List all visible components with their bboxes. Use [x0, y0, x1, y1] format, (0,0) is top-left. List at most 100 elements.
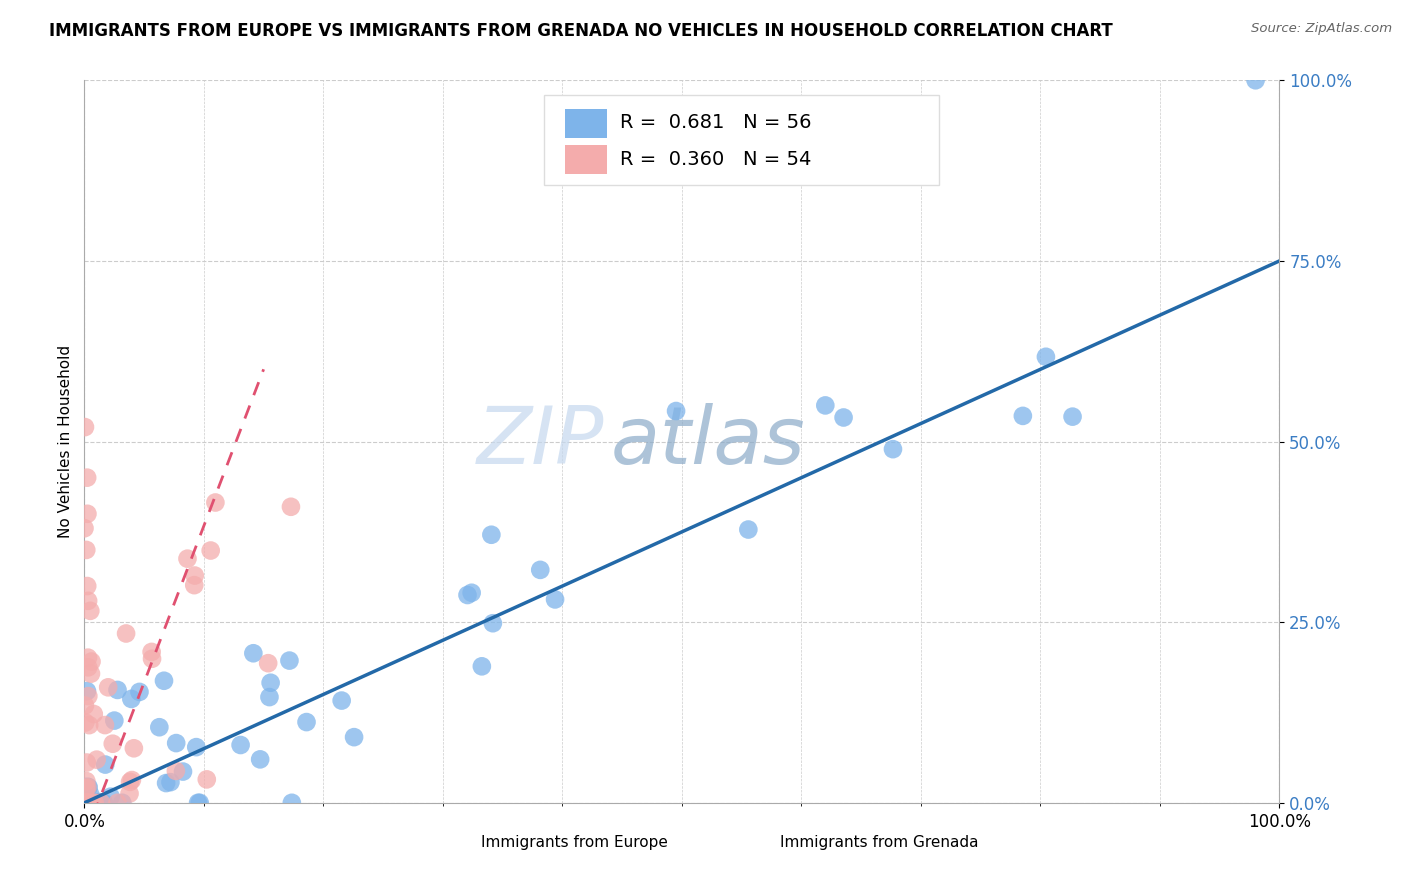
- Point: [115, 626, 138, 640]
- Point: [82, 796, 104, 810]
- Point: [832, 410, 855, 425]
- Point: [280, 500, 302, 514]
- Point: [200, 543, 222, 558]
- Point: [83, 706, 105, 721]
- Point: [229, 738, 252, 752]
- Point: [77, 780, 100, 794]
- Point: [76, 579, 98, 593]
- Bar: [565, 145, 606, 174]
- Point: [295, 715, 318, 730]
- Text: IMMIGRANTS FROM EUROPE VS IMMIGRANTS FROM GRENADA NO VEHICLES IN HOUSEHOLD CORRE: IMMIGRANTS FROM EUROPE VS IMMIGRANTS FRO…: [49, 22, 1114, 40]
- Point: [183, 578, 205, 592]
- Text: Source: ZipAtlas.com: Source: ZipAtlas.com: [1251, 22, 1392, 36]
- Point: [172, 764, 194, 779]
- Point: [103, 714, 125, 728]
- Point: [259, 675, 281, 690]
- Point: [76, 796, 98, 810]
- Point: [204, 495, 226, 509]
- Point: [79, 788, 101, 802]
- Point: [107, 796, 129, 810]
- Point: [80, 655, 103, 669]
- Point: [184, 568, 207, 582]
- Point: [76, 796, 98, 810]
- Point: [87, 795, 110, 809]
- Point: [90, 796, 112, 810]
- Point: [76, 796, 98, 810]
- Point: [118, 775, 141, 789]
- Point: [814, 398, 837, 412]
- Point: [242, 646, 264, 660]
- Point: [93, 796, 115, 810]
- Point: [471, 659, 494, 673]
- Point: [281, 796, 304, 810]
- Point: [76, 756, 98, 770]
- Point: [76, 796, 98, 810]
- Point: [121, 772, 143, 787]
- Point: [457, 588, 479, 602]
- Point: [77, 660, 100, 674]
- Point: [107, 682, 129, 697]
- Point: [259, 690, 281, 704]
- Point: [73, 420, 96, 434]
- Point: [111, 796, 134, 810]
- Point: [87, 796, 110, 810]
- Point: [122, 741, 145, 756]
- Point: [188, 796, 211, 810]
- Point: [94, 718, 117, 732]
- Point: [77, 718, 100, 732]
- Point: [278, 654, 301, 668]
- Point: [77, 796, 100, 810]
- Point: [76, 507, 98, 521]
- Point: [73, 780, 96, 794]
- Point: [1035, 350, 1057, 364]
- Point: [77, 650, 100, 665]
- Point: [882, 442, 904, 457]
- Point: [165, 764, 187, 778]
- Point: [153, 673, 176, 688]
- Point: [73, 698, 96, 713]
- Point: [76, 796, 98, 810]
- Point: [118, 787, 141, 801]
- Point: [1244, 73, 1267, 87]
- Text: atlas: atlas: [610, 402, 806, 481]
- Point: [75, 781, 97, 796]
- Point: [75, 542, 97, 557]
- Point: [101, 737, 124, 751]
- Point: [82, 796, 104, 810]
- Point: [75, 796, 97, 810]
- Point: [75, 774, 97, 789]
- Point: [249, 752, 271, 766]
- Point: [165, 736, 187, 750]
- Point: [1011, 409, 1033, 423]
- Point: [460, 586, 482, 600]
- Point: [195, 772, 218, 787]
- Point: [83, 796, 105, 810]
- Point: [100, 789, 122, 804]
- Bar: [565, 109, 606, 138]
- Point: [159, 775, 181, 789]
- Point: [529, 563, 551, 577]
- Point: [187, 796, 209, 810]
- Point: [257, 656, 280, 670]
- Bar: [443, 834, 472, 852]
- Point: [148, 720, 170, 734]
- Point: [77, 594, 100, 608]
- Point: [141, 645, 163, 659]
- Point: [97, 681, 120, 695]
- FancyBboxPatch shape: [544, 95, 939, 185]
- Text: R =  0.681   N = 56: R = 0.681 N = 56: [620, 113, 811, 132]
- Point: [86, 796, 108, 810]
- Point: [73, 796, 96, 810]
- Point: [141, 652, 163, 666]
- Point: [343, 730, 366, 744]
- Point: [665, 404, 688, 418]
- Point: [77, 689, 100, 703]
- Point: [330, 693, 353, 707]
- Point: [76, 796, 98, 810]
- Point: [155, 776, 177, 790]
- Point: [76, 684, 98, 698]
- Point: [80, 666, 103, 681]
- Point: [75, 715, 97, 730]
- Text: Immigrants from Grenada: Immigrants from Grenada: [780, 835, 979, 850]
- Text: Immigrants from Europe: Immigrants from Europe: [481, 835, 668, 850]
